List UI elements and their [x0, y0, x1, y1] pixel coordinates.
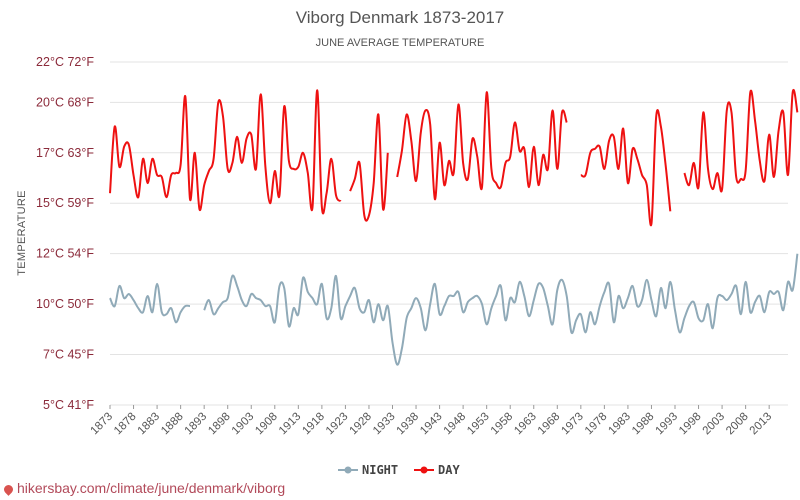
x-tick-label: 1943 [418, 411, 445, 438]
y-tick-label: 12°C 54°F [36, 247, 94, 261]
legend-item-night[interactable]: NIGHT [338, 463, 398, 477]
chart-title: Viborg Denmark 1873-2017 [296, 8, 505, 27]
x-tick-label: 1888 [159, 411, 186, 438]
series-day [109, 89, 799, 227]
x-tick-label: 1923 [324, 411, 351, 438]
legend-label-day: DAY [438, 463, 460, 477]
x-tick-label: 1958 [489, 411, 516, 438]
series-lines [109, 89, 799, 366]
series-night [109, 253, 799, 366]
x-tick-label: 1998 [677, 411, 704, 438]
x-tick-label: 1978 [583, 411, 610, 438]
series-line-segment [203, 253, 799, 366]
series-line-segment [109, 89, 342, 215]
chart-subtitle: JUNE AVERAGE TEMPERATURE [316, 37, 485, 49]
y-tick-label: 5°C 41°F [43, 398, 94, 412]
grid-lines [110, 61, 788, 406]
y-tick-label: 17°C 63°F [36, 146, 94, 160]
y-tick-label: 22°C 72°F [36, 55, 94, 69]
x-tick-label: 2013 [748, 411, 775, 438]
y-tick-label: 20°C 68°F [36, 95, 94, 109]
y-axis-ticks: 5°C 41°F 7°C 45°F 10°C 50°F 12°C 54°F 15°C 5… [36, 55, 94, 412]
y-tick-label: 15°C 59°F [36, 196, 94, 210]
x-tick-label: 1933 [371, 411, 398, 438]
x-tick-label: 1938 [395, 411, 422, 438]
chart-legend[interactable]: NIGHT DAY [338, 463, 460, 477]
x-tick-label: 1963 [512, 411, 539, 438]
y-tick-label: 10°C 50°F [36, 297, 94, 311]
x-tick-label: 1948 [442, 411, 469, 438]
x-tick-label: 1898 [206, 411, 233, 438]
series-line-segment [396, 91, 568, 201]
x-tick-label: 1878 [112, 411, 139, 438]
source-url[interactable]: hikersbay.com/climate/june/denmark/vibor… [17, 480, 286, 496]
legend-label-night: NIGHT [362, 463, 398, 477]
x-tick-label: 2003 [701, 411, 728, 438]
location-pin-icon [2, 483, 15, 496]
legend-item-day[interactable]: DAY [414, 463, 460, 477]
x-tick-label: 1953 [465, 411, 492, 438]
x-tick-label: 1893 [183, 411, 210, 438]
source-link[interactable]: hikersbay.com/climate/june/denmark/vibor… [2, 480, 286, 496]
x-axis-ticks: 1873187818831888189318981903190819131918… [89, 405, 775, 438]
series-line-segment [109, 282, 191, 324]
x-tick-label: 1973 [559, 411, 586, 438]
x-tick-label: 1883 [136, 411, 163, 438]
x-tick-label: 1993 [654, 411, 681, 438]
x-tick-label: 1908 [253, 411, 280, 438]
series-line-segment [683, 89, 799, 193]
series-line-segment [349, 113, 389, 222]
x-tick-label: 1913 [277, 411, 304, 438]
x-tick-label: 1903 [230, 411, 257, 438]
x-tick-label: 1968 [536, 411, 563, 438]
y-axis-label: TEMPERATURE [16, 190, 28, 276]
x-tick-label: 1873 [89, 411, 116, 438]
x-tick-label: 1988 [630, 411, 657, 438]
series-line-segment [580, 109, 672, 227]
y-tick-label: 7°C 45°F [43, 348, 94, 362]
x-tick-label: 1928 [347, 411, 374, 438]
x-tick-label: 2008 [724, 411, 751, 438]
x-tick-label: 1918 [300, 411, 327, 438]
x-tick-label: 1983 [606, 411, 633, 438]
